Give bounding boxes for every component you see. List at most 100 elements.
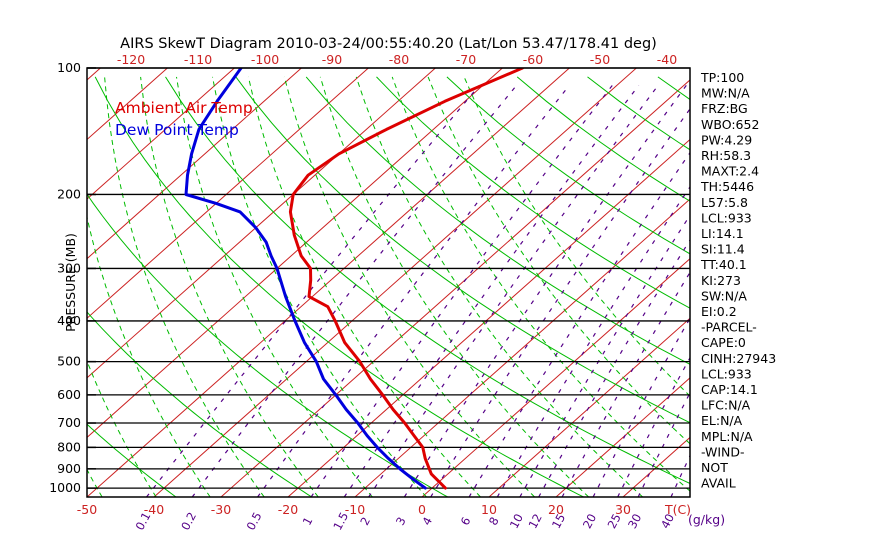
top-temp-tick-label: -80 bbox=[389, 52, 409, 67]
dry-adiabat-line bbox=[376, 76, 690, 309]
bottom-temp-tick-label: -30 bbox=[211, 502, 231, 517]
index-entry: EI:0.2 bbox=[701, 304, 737, 319]
bottom-temp-tick-label: -50 bbox=[77, 502, 97, 517]
index-entry: MAXT:2.4 bbox=[701, 164, 759, 179]
index-entry: MPL:N/A bbox=[701, 429, 753, 444]
isotherm-line bbox=[87, 68, 302, 260]
temp-axis-label: T(C) bbox=[664, 502, 691, 517]
top-temp-axis: -120 -110 -100 -90 -80 -70 -60 -50 -40 bbox=[117, 52, 677, 67]
index-entry: LCL:933 bbox=[701, 366, 752, 381]
mixing-ratio-line bbox=[496, 185, 690, 497]
index-entry: TT:40.1 bbox=[700, 257, 747, 272]
pressure-axis: 100 200 300 400 500 600 700 800 900 1000 PRESSURE … bbox=[49, 60, 96, 495]
index-entry: FRZ:BG bbox=[701, 101, 748, 116]
top-temp-tick-label: -50 bbox=[590, 52, 610, 67]
sounding-curves bbox=[184, 68, 524, 490]
mixing-ratio-line bbox=[592, 317, 690, 497]
mixing-ratio-line bbox=[191, 85, 517, 497]
mixing-ratio-tick-label: 30 bbox=[625, 511, 644, 530]
moist-adiabat-line bbox=[104, 76, 265, 497]
chart-title: AIRS SkewT Diagram 2010-03-24/00:55:40.2… bbox=[120, 36, 657, 52]
mixing-ratio-lines bbox=[146, 85, 690, 497]
index-entry: LFC:N/A bbox=[701, 398, 751, 413]
moist-adiabat-line bbox=[212, 76, 427, 497]
mixing-ratio-tick-label: 20 bbox=[580, 511, 599, 530]
mixing-ratio-axis-label: (g/kg) bbox=[688, 512, 725, 527]
index-entry: KI:273 bbox=[701, 273, 741, 288]
bottom-temp-tick-label: -40 bbox=[144, 502, 164, 517]
isotherm-line bbox=[153, 68, 637, 497]
dry-adiabat-line bbox=[87, 311, 313, 497]
isotherm-line bbox=[354, 198, 690, 497]
mixing-ratio-tick-label: 15 bbox=[549, 511, 568, 530]
moist-adiabat-lines bbox=[87, 76, 690, 497]
pressure-tick-label: 400 bbox=[57, 313, 81, 328]
mixing-ratio-line bbox=[146, 85, 480, 497]
plot-frame bbox=[86, 67, 691, 498]
top-temp-tick-label: -60 bbox=[523, 52, 543, 67]
moist-adiabat-line bbox=[391, 76, 690, 492]
legend-ambient-air-temp: Ambient Air Temp bbox=[115, 99, 253, 117]
isotherm-line bbox=[421, 257, 690, 497]
moist-adiabat-line bbox=[427, 76, 690, 445]
index-entry: -PARCEL- bbox=[701, 320, 757, 335]
dry-adiabat-line bbox=[165, 76, 690, 485]
pressure-tick-label: 800 bbox=[57, 439, 81, 454]
isotherm-line bbox=[87, 68, 570, 497]
mixing-ratio-line bbox=[257, 85, 570, 497]
index-entry: CAPE:0 bbox=[701, 335, 746, 350]
isotherm-line bbox=[87, 68, 235, 200]
bottom-temp-tick-label: 0 bbox=[418, 502, 426, 517]
top-temp-tick-label: -70 bbox=[456, 52, 476, 67]
pressure-tick-label: 900 bbox=[57, 461, 81, 476]
bottom-temp-tick-label: 10 bbox=[481, 502, 497, 517]
pressure-tick-label: 200 bbox=[57, 186, 81, 201]
mixing-ratio-line bbox=[368, 85, 659, 497]
pressure-tick-label: 1000 bbox=[49, 480, 81, 495]
dry-adiabat-line bbox=[446, 76, 690, 255]
isotherm-line bbox=[87, 68, 369, 319]
mixing-ratio-line bbox=[468, 151, 690, 497]
top-temp-tick-label: -40 bbox=[657, 52, 677, 67]
index-entry: AVAIL bbox=[701, 476, 736, 491]
bottom-temp-tick-label: 30 bbox=[615, 502, 631, 517]
mixing-ratio-line bbox=[561, 271, 690, 497]
bottom-temp-axis: -50 -40 -30 -20 -10 0 10 20 30 T(C) bbox=[77, 502, 691, 517]
index-entry: MW:N/A bbox=[701, 86, 750, 101]
mixing-ratio-line bbox=[310, 85, 613, 497]
mixing-ratio-line bbox=[617, 356, 690, 497]
pressure-tick-label: 300 bbox=[57, 260, 81, 275]
index-entry: -WIND- bbox=[701, 444, 745, 459]
bottom-temp-tick-label: -10 bbox=[345, 502, 365, 517]
dry-adiabat-line bbox=[305, 76, 690, 365]
pressure-tick-label: 700 bbox=[57, 415, 81, 430]
pressure-tick-label: 600 bbox=[57, 387, 81, 402]
moist-adiabat-line bbox=[283, 76, 535, 497]
mixing-ratio-tick-label: 40 bbox=[658, 511, 677, 530]
index-entry: TP:100 bbox=[700, 70, 744, 85]
mixing-ratio-axis: 0.1 0.2 0.5 1 1.5 2 3 4 6 8 10 12 15 20 25 30 40 (g/kg) bbox=[132, 510, 725, 533]
index-entry: PW:4.29 bbox=[701, 132, 752, 147]
mixing-ratio-tick-label: 10 bbox=[507, 511, 526, 530]
isotherm-line bbox=[87, 68, 436, 379]
index-entry: CINH:27943 bbox=[701, 351, 776, 366]
moist-adiabat-line bbox=[176, 76, 373, 497]
mixing-ratio-tick-label: 12 bbox=[526, 511, 545, 530]
index-panel: TP:100MW:N/AFRZ:BGWBO:652PW:4.29RH:58.3M… bbox=[700, 70, 776, 491]
isotherm-line bbox=[87, 68, 503, 439]
mixing-ratio-line bbox=[403, 85, 687, 497]
mixing-ratio-line bbox=[519, 214, 690, 497]
dewpoint-curve bbox=[184, 68, 427, 490]
index-entry: SW:N/A bbox=[701, 288, 747, 303]
mixing-ratio-line bbox=[538, 239, 690, 497]
moist-adiabat-line bbox=[140, 76, 319, 497]
mixing-ratio-tick-label: 25 bbox=[605, 511, 624, 530]
pressure-tick-label: 500 bbox=[57, 354, 81, 369]
index-entry: TH:5446 bbox=[700, 179, 754, 194]
index-entry: LI:14.1 bbox=[701, 226, 744, 241]
bottom-temp-tick-label: 20 bbox=[548, 502, 564, 517]
index-entry: LCL:933 bbox=[701, 210, 752, 225]
pressure-tick-label: 100 bbox=[57, 60, 81, 75]
moist-adiabat-line bbox=[87, 215, 211, 497]
